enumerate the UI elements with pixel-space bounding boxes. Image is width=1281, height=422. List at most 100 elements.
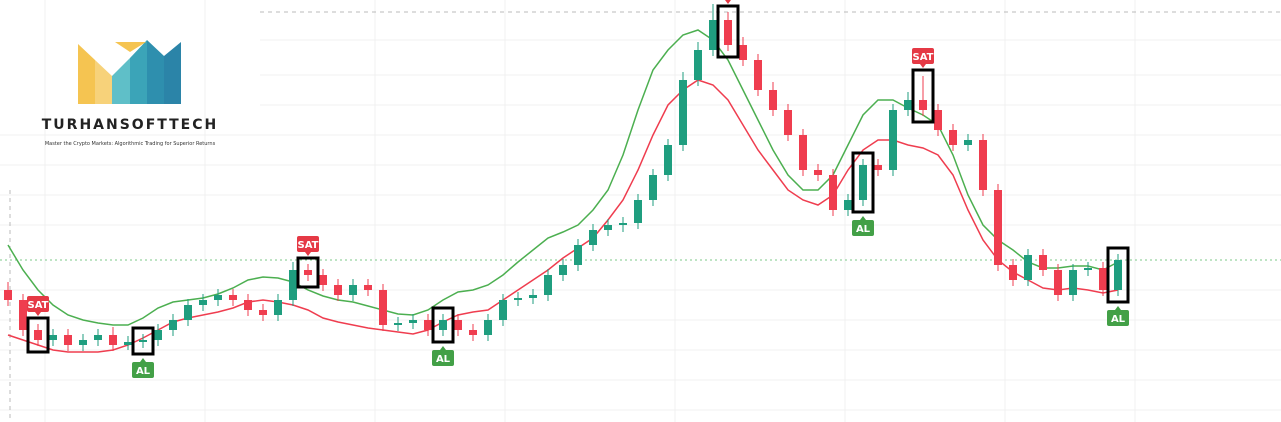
- candle-body: [694, 50, 702, 80]
- signal: AL: [852, 216, 874, 236]
- candle-body: [154, 330, 162, 340]
- candle-body: [994, 190, 1002, 265]
- candle-body: [904, 100, 912, 110]
- signal: SAT: [297, 236, 319, 256]
- candle-body: [424, 320, 432, 330]
- candle-body: [1024, 255, 1032, 280]
- candle-body: [454, 320, 462, 330]
- signal-pointer: [35, 312, 41, 316]
- candle-body: [4, 290, 12, 300]
- candle-body: [814, 170, 822, 175]
- candle-body: [829, 175, 837, 210]
- candle-body: [484, 320, 492, 335]
- signal: AL: [432, 346, 454, 366]
- candle-body: [859, 165, 867, 200]
- candle-body: [139, 340, 147, 342]
- candle-body: [349, 285, 357, 295]
- candle-body: [889, 110, 897, 170]
- candle-body: [634, 200, 642, 223]
- candle-body: [784, 110, 792, 135]
- candle-body: [754, 60, 762, 90]
- candle-body: [19, 300, 27, 330]
- signal-box: [716, 4, 740, 59]
- candle-body: [769, 90, 777, 110]
- signal-pointer: [305, 252, 311, 256]
- signal-label: AL: [136, 366, 151, 377]
- signal-pointer: [725, 0, 731, 4]
- signal-badge: [1107, 310, 1129, 326]
- signal-badge: [852, 220, 874, 236]
- candle-body: [1114, 260, 1122, 290]
- candle-body: [79, 340, 87, 345]
- signal-pointer: [140, 358, 146, 362]
- candle-body: [244, 300, 252, 310]
- signal-box: [26, 316, 50, 354]
- candle-body: [604, 225, 612, 230]
- candle-body: [334, 285, 342, 295]
- candle-body: [679, 80, 687, 145]
- candle-body: [724, 20, 732, 45]
- candle-body: [919, 100, 927, 110]
- candle-body: [469, 330, 477, 335]
- candle-body: [64, 335, 72, 345]
- candle-body: [574, 245, 582, 265]
- candle-body: [319, 275, 327, 285]
- moving-average: [7, 79, 1119, 353]
- candle-body: [709, 20, 717, 50]
- candle-body: [529, 295, 537, 298]
- signal-pointer: [920, 64, 926, 68]
- signal-badge: [132, 362, 154, 378]
- candle-body: [409, 320, 417, 323]
- signal-badge: [912, 48, 934, 64]
- signal-box: [131, 326, 155, 356]
- signal: AL: [1107, 306, 1129, 326]
- candle-body: [664, 145, 672, 175]
- candle-body: [1099, 268, 1107, 290]
- candle-body: [799, 135, 807, 170]
- brand-name: TURHANSOFTTECH: [42, 117, 219, 133]
- candle-body: [289, 270, 297, 300]
- candle-body: [964, 140, 972, 145]
- candle-body: [1084, 268, 1092, 270]
- signal-pointer: [440, 346, 446, 350]
- brand-tagline: Master the Crypto Markets: Algorithmic T…: [45, 141, 216, 147]
- signal-pointer: [860, 216, 866, 220]
- candle-body: [1009, 265, 1017, 280]
- signal-label: SAT: [298, 240, 319, 251]
- candle-body: [259, 310, 267, 315]
- signal-badge: [432, 350, 454, 366]
- candle-body: [934, 110, 942, 130]
- candle-body: [364, 285, 372, 290]
- signal-box: [431, 306, 455, 344]
- candle-body: [34, 330, 42, 340]
- signal-label: SAT: [913, 52, 934, 63]
- candle-body: [229, 295, 237, 300]
- candle-body: [184, 305, 192, 320]
- candle-body: [124, 342, 132, 345]
- signal-pointer: [1115, 306, 1121, 310]
- candle-body: [394, 323, 402, 325]
- candle-body: [559, 265, 567, 275]
- candle-body: [949, 130, 957, 145]
- candle-body: [199, 300, 207, 305]
- signal: SAT: [27, 296, 49, 316]
- candle-body: [439, 320, 447, 330]
- candle-body: [514, 298, 522, 300]
- candle-body: [499, 300, 507, 320]
- signal-badge: [297, 236, 319, 252]
- signal: SAT: [725, 0, 731, 4]
- candle-body: [544, 275, 552, 295]
- candle-body: [304, 270, 312, 275]
- candle-body: [49, 335, 57, 340]
- signal-box: [911, 68, 935, 124]
- candle-body: [619, 223, 627, 225]
- signal-label: SAT: [28, 300, 49, 311]
- signal-box: [851, 151, 875, 214]
- candle-body: [94, 335, 102, 340]
- candle-body: [169, 320, 177, 330]
- signal-label: AL: [856, 224, 871, 235]
- candle-body: [979, 140, 987, 190]
- signal: SAT: [912, 48, 934, 68]
- signal-badge: [27, 296, 49, 312]
